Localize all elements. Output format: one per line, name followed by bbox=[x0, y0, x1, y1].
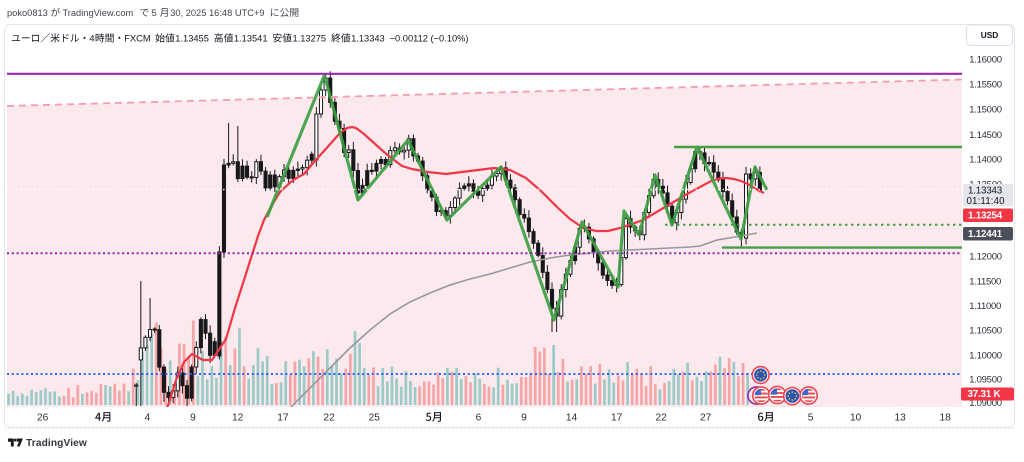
svg-text:18: 18 bbox=[940, 413, 952, 424]
svg-text:17: 17 bbox=[277, 413, 289, 424]
svg-text:1.13254: 1.13254 bbox=[968, 211, 1003, 222]
svg-text:1.14500: 1.14500 bbox=[969, 130, 1002, 141]
svg-text:13: 13 bbox=[895, 413, 907, 424]
svg-text:4: 4 bbox=[144, 413, 150, 424]
svg-text:1.10500: 1.10500 bbox=[969, 325, 1002, 336]
svg-text:1.12441: 1.12441 bbox=[968, 229, 1003, 240]
svg-text:9: 9 bbox=[190, 413, 196, 424]
svg-text:−0.00112 (−0.10%): −0.00112 (−0.10%) bbox=[390, 34, 469, 44]
svg-text:9: 9 bbox=[521, 413, 527, 424]
svg-text:1.15000: 1.15000 bbox=[969, 104, 1002, 115]
svg-text:27: 27 bbox=[700, 413, 712, 424]
svg-text:1.16000: 1.16000 bbox=[969, 54, 1002, 65]
svg-text:1.13455: 1.13455 bbox=[175, 34, 209, 44]
svg-text:25: 25 bbox=[369, 413, 381, 424]
svg-text:37.31 K: 37.31 K bbox=[968, 389, 1001, 400]
svg-text:1.13275: 1.13275 bbox=[293, 34, 327, 44]
svg-text:1.12000: 1.12000 bbox=[969, 251, 1002, 262]
svg-text:22: 22 bbox=[656, 413, 668, 424]
svg-text:26: 26 bbox=[37, 413, 49, 424]
svg-text:17: 17 bbox=[611, 413, 623, 424]
svg-text:1.14000: 1.14000 bbox=[969, 154, 1002, 165]
svg-text:FXCM: FXCM bbox=[124, 34, 150, 44]
svg-text:14: 14 bbox=[566, 413, 578, 424]
svg-text:1.09500: 1.09500 bbox=[969, 374, 1002, 385]
svg-text:5: 5 bbox=[808, 413, 814, 424]
svg-text:USD: USD bbox=[981, 30, 999, 40]
svg-text:TradingView.com: TradingView.com bbox=[62, 8, 133, 18]
svg-text:30, 2025 16:48 UTC+9: 30, 2025 16:48 UTC+9 bbox=[170, 8, 264, 18]
svg-text:TradingView: TradingView bbox=[26, 438, 87, 449]
svg-text:4: 4 bbox=[89, 34, 94, 44]
svg-text:6: 6 bbox=[476, 413, 482, 424]
svg-text:1.13343: 1.13343 bbox=[351, 34, 385, 44]
svg-text:1.11500: 1.11500 bbox=[969, 276, 1001, 287]
svg-text:12: 12 bbox=[232, 413, 244, 424]
svg-text:10: 10 bbox=[850, 413, 862, 424]
svg-text:1.09000: 1.09000 bbox=[969, 398, 1002, 409]
svg-text:22: 22 bbox=[323, 413, 335, 424]
svg-text:5: 5 bbox=[151, 8, 156, 18]
svg-text:1.15500: 1.15500 bbox=[969, 79, 1002, 90]
svg-text:1.11000: 1.11000 bbox=[969, 301, 1001, 312]
svg-text:poko0813: poko0813 bbox=[7, 8, 48, 18]
svg-text:01:11:40: 01:11:40 bbox=[967, 196, 1006, 207]
svg-text:1.10000: 1.10000 bbox=[969, 350, 1002, 361]
svg-text:1.13343: 1.13343 bbox=[968, 186, 1003, 197]
svg-text:1.13541: 1.13541 bbox=[234, 34, 268, 44]
